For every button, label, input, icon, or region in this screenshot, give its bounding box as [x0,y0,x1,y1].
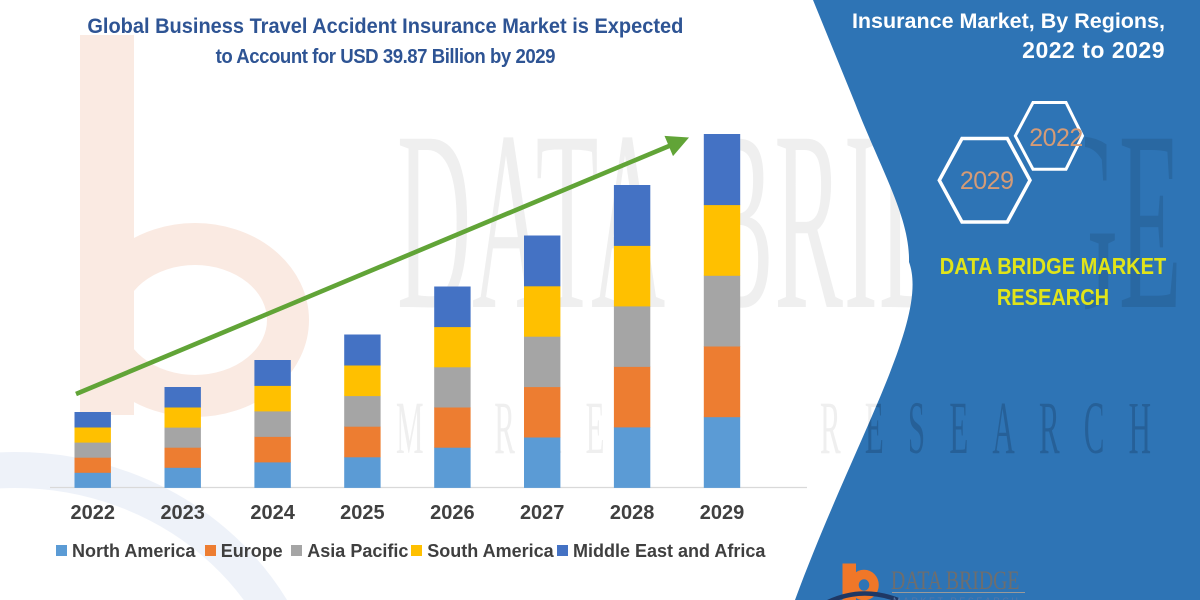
svg-text:BRIDGE: BRIDGE [795,80,1182,364]
svg-text:DATA BRIDGE: DATA BRIDGE [891,565,1019,594]
svg-text:MARKET RESEARCH: MARKET RESEARCH [893,596,1020,600]
